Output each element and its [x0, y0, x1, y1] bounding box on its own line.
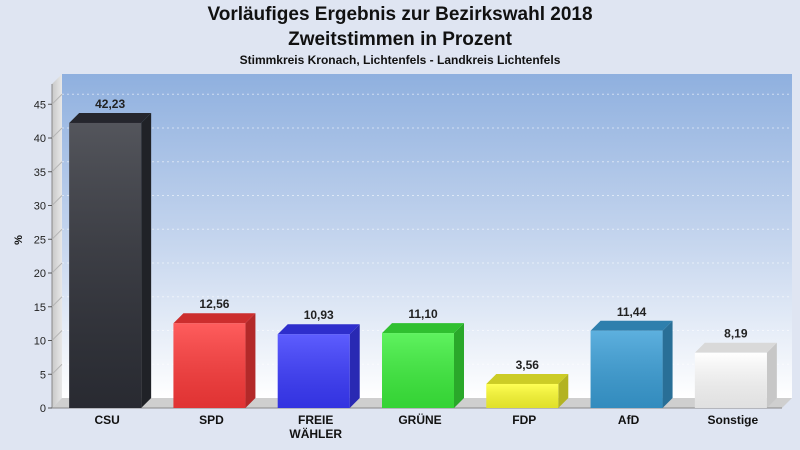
bar-value-label: 12,56 — [199, 297, 229, 311]
x-tick-label: AfD — [618, 413, 640, 427]
bar-shine — [277, 334, 350, 408]
grid-line-wall — [51, 363, 63, 375]
bar-value-label: 8,19 — [724, 327, 748, 341]
chart-subtitle: Zweitstimmen in Prozent — [288, 29, 512, 50]
bar-shine — [382, 333, 454, 408]
bar-side — [558, 373, 569, 408]
grid-line-wall — [51, 262, 63, 274]
y-tick-label: 15 — [34, 302, 46, 314]
bar-top — [382, 323, 464, 334]
bar-shine — [173, 323, 246, 408]
bar-value-label: 3,56 — [516, 358, 540, 372]
y-tick-label: 10 — [34, 336, 46, 348]
grid-line-wall — [51, 330, 63, 341]
bar-side — [454, 323, 464, 408]
bar-shine — [694, 352, 767, 408]
y-tick-label: 40 — [34, 133, 46, 145]
y-tick-label: 45 — [34, 99, 46, 111]
x-tick-label: FREIE — [298, 413, 333, 427]
bar-side — [349, 324, 360, 408]
plot-left-wall — [52, 74, 62, 408]
bar-side — [141, 112, 152, 408]
bar-top — [69, 112, 152, 123]
bar-side — [766, 342, 777, 408]
bar-shine — [590, 330, 663, 408]
x-tick-label: GRÜNE — [398, 412, 441, 427]
bar-top — [486, 373, 569, 384]
grid-line-wall — [51, 228, 63, 240]
bar-side — [245, 313, 256, 408]
grid-line-wall — [51, 127, 63, 139]
x-tick-label: WÄHLER — [289, 426, 342, 441]
x-tick-label: SPD — [199, 413, 224, 427]
y-tick-label: 35 — [34, 167, 46, 179]
y-tick-label: 30 — [34, 201, 46, 213]
y-axis-label: % — [13, 235, 25, 245]
bar-top — [277, 324, 360, 335]
bar-top — [590, 320, 673, 331]
chart-title: Vorläufiges Ergebnis zur Bezirkswahl 201… — [207, 4, 593, 25]
y-tick-label: 25 — [34, 234, 46, 246]
x-tick-label: Sonstige — [708, 413, 759, 427]
y-tick-label: 5 — [40, 369, 46, 381]
bar-side — [662, 320, 673, 408]
x-tick-label: FDP — [512, 413, 536, 427]
grid-line-wall — [51, 296, 63, 308]
y-tick-label: 20 — [34, 268, 46, 280]
grid-line-wall — [51, 93, 63, 105]
bar-value-label: 11,44 — [617, 305, 647, 319]
grid-line-wall — [51, 161, 63, 173]
bar-value-label: 10,93 — [304, 308, 334, 322]
bar-value-label: 42,23 — [95, 97, 125, 111]
bar-value-label: 11,10 — [408, 307, 438, 321]
bar-shine — [486, 383, 559, 408]
grid-line-wall — [51, 195, 63, 206]
bar-top — [694, 342, 777, 353]
bar-top — [173, 313, 256, 324]
chart-region-subtitle: Stimmkreis Kronach, Lichtenfels - Landkr… — [239, 53, 561, 67]
bar-shine — [69, 122, 142, 408]
x-tick-label: CSU — [94, 413, 119, 427]
y-tick-label: 0 — [40, 403, 46, 415]
